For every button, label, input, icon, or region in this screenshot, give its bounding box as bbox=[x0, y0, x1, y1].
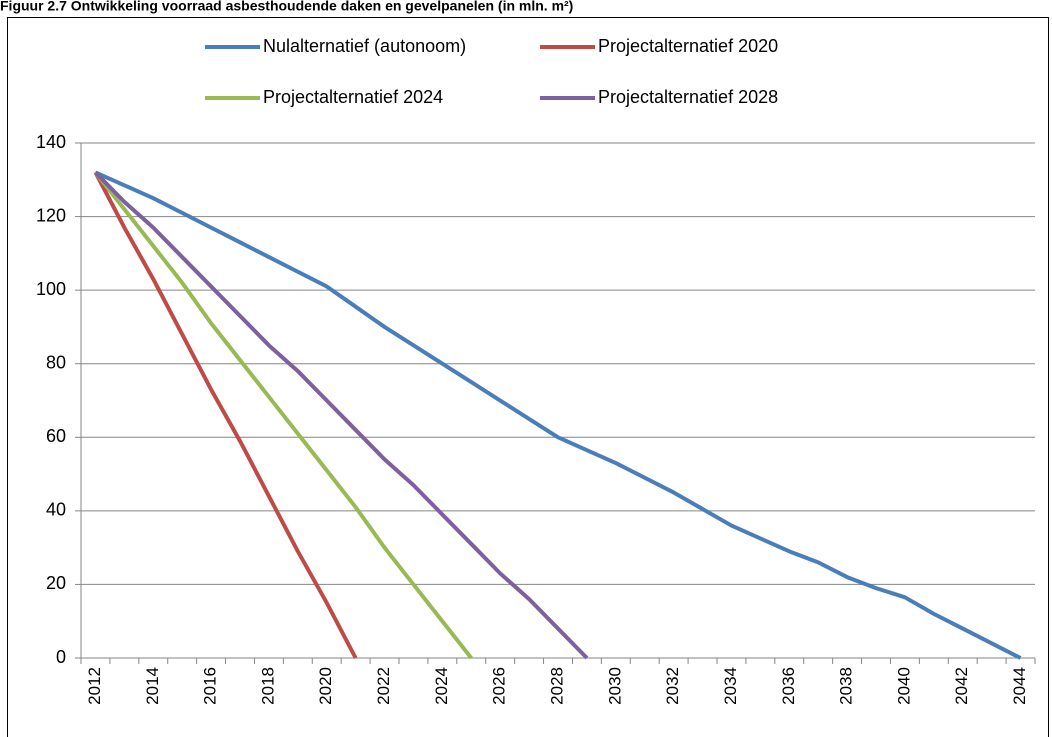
y-tick-label: 140 bbox=[36, 132, 66, 152]
y-tick-label: 0 bbox=[56, 647, 66, 667]
x-tick-label: 2024 bbox=[432, 667, 451, 705]
x-tick-label: 2016 bbox=[201, 667, 220, 705]
x-tick-label: 2014 bbox=[143, 667, 162, 705]
series-line bbox=[94, 171, 589, 660]
x-tick-label: 2028 bbox=[547, 667, 566, 705]
y-tick-label: 100 bbox=[36, 279, 66, 299]
x-tick-label: 2044 bbox=[1010, 667, 1029, 705]
y-tick-label: 80 bbox=[46, 352, 66, 372]
x-tick-label: 2032 bbox=[663, 667, 682, 705]
legend-label: Projectalternatief 2028 bbox=[598, 87, 778, 107]
y-tick-label: 40 bbox=[46, 500, 66, 520]
x-tick-label: 2026 bbox=[490, 667, 509, 705]
x-tick-label: 2042 bbox=[952, 667, 971, 705]
x-tick-label: 2030 bbox=[605, 667, 624, 705]
series-line bbox=[93, 171, 358, 659]
x-tick-label: 2020 bbox=[316, 667, 335, 705]
chart-border bbox=[7, 17, 1049, 737]
x-tick-label: 2038 bbox=[837, 667, 856, 705]
series-line bbox=[94, 170, 1022, 660]
y-tick-label: 60 bbox=[46, 426, 66, 446]
chart-title: Figuur 2.7 Ontwikkeling voorraad asbesth… bbox=[0, 0, 573, 14]
y-tick-label: 20 bbox=[46, 573, 66, 593]
x-tick-label: 2040 bbox=[894, 667, 913, 705]
x-tick-label: 2034 bbox=[721, 667, 740, 705]
legend-label: Projectalternatief 2024 bbox=[263, 87, 443, 107]
y-tick-label: 120 bbox=[36, 205, 66, 225]
series-line bbox=[93, 171, 473, 660]
x-tick-label: 2022 bbox=[374, 667, 393, 705]
x-tick-label: 2036 bbox=[779, 667, 798, 705]
x-tick-label: 2018 bbox=[258, 667, 277, 705]
legend-label: Nulalternatief (autonoom) bbox=[263, 36, 466, 56]
legend-label: Projectalternatief 2020 bbox=[598, 36, 778, 56]
x-tick-label: 2012 bbox=[85, 667, 104, 705]
